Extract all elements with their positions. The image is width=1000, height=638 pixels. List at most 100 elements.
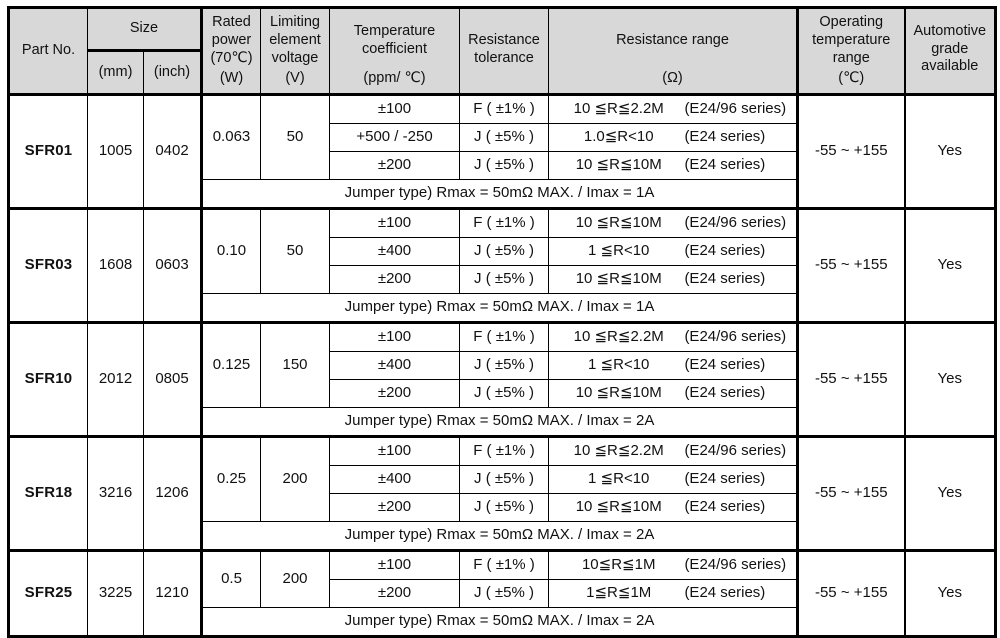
resistance-range-content: 10 ≦R≦2.2M (E24/96 series) [553,100,792,118]
resistance-range-cell: 1 ≦R<10 (E24 series) [548,237,799,266]
range-series: (E24 series) [684,498,766,516]
range-series: (E24/96 series) [684,328,787,346]
spec-row: +500 / -250 J ( ±5% ) 1.0≦R<10 (E24 series) [9,123,996,152]
rated-power-cell: 0.25 [200,435,261,522]
header-resistance-range-unit: (Ω) [662,70,683,87]
range-value: 1≦R≦1M [586,584,652,602]
header-automotive-label: Automotive grade available [913,22,987,75]
temp-coefficient-cell: ±100 [329,93,460,124]
range-value: 10 ≦R≦10M [575,498,662,516]
operating-temp-cell: -55 ~ +155 [796,435,905,551]
operating-temp-cell: -55 ~ +155 [796,321,905,437]
tolerance-cell: J ( ±5% ) [459,579,549,608]
range-value: 10≦R≦1M [581,556,656,574]
size-mm-cell: 1608 [87,207,144,323]
resistance-range-cell: 1.0≦R<10 (E24 series) [548,123,799,152]
resistance-range-content: 10 ≦R≦10M (E24/96 series) [553,214,792,232]
spec-row: ±400 J ( ±5% ) 1 ≦R<10 (E24 series) [9,465,996,494]
resistance-range-content: 10 ≦R≦2.2M (E24/96 series) [553,442,792,460]
datasheet-page: Part No. Size Rated power (70℃) (W) Limi… [7,6,997,638]
limiting-voltage-cell: 50 [260,207,330,294]
header-rated-power: Rated power (70℃) (W) [200,7,261,96]
header-limiting-voltage: Limiting element voltage (V) [260,7,330,96]
header-temp-coefficient: Temperature coefficient (ppm/ ℃) [329,7,460,96]
operating-temp-cell: -55 ~ +155 [796,549,905,637]
tolerance-cell: J ( ±5% ) [459,465,549,494]
jumper-row: Jumper type) Rmax = 50mΩ MAX. / Imax = 2… [9,407,996,437]
range-series: (E24/96 series) [684,214,787,232]
tolerance-cell: J ( ±5% ) [459,123,549,152]
part-no-cell: SFR18 [8,435,88,551]
table-body: SFR01 1005 0402 0.063 50 ±100 F ( ±1% ) 10 ≦R≦2… [8,93,996,637]
range-series: (E24 series) [684,384,766,402]
resistance-range-content: 10 ≦R≦10M (E24 series) [553,384,792,402]
size-mm-cell: 3216 [87,435,144,551]
resistance-range-cell: 10 ≦R≦2.2M (E24/96 series) [548,93,799,124]
rated-power-cell: 0.5 [200,549,261,608]
temp-coefficient-cell: ±400 [329,351,460,380]
resistance-range-cell: 10 ≦R≦10M (E24 series) [548,265,799,294]
resistance-range-content: 10 ≦R≦10M (E24 series) [553,498,792,516]
limiting-voltage-cell: 200 [260,549,330,608]
range-series: (E24/96 series) [684,556,787,574]
range-series: (E24 series) [684,128,766,146]
header-temp-coefficient-label: Temperature coefficient [353,22,436,57]
resistance-range-content: 1.0≦R<10 (E24 series) [553,128,792,146]
size-inch-cell: 0805 [143,321,203,437]
temp-coefficient-cell: ±200 [329,151,460,180]
operating-temp-cell: -55 ~ +155 [796,207,905,323]
range-value: 1 ≦R<10 [588,470,650,488]
spec-row: SFR25 3225 1210 0.5 200 ±100 F ( ±1% ) 10≦R≦1M (… [8,549,996,637]
jumper-type-cell: Jumper type) Rmax = 50mΩ MAX. / Imax = 2… [200,607,799,637]
jumper-row: Jumper type) Rmax = 50mΩ MAX. / Imax = 2… [9,521,996,551]
range-value: 10 ≦R≦10M [575,270,662,288]
jumper-type-cell: Jumper type) Rmax = 50mΩ MAX. / Imax = 1… [200,179,799,209]
tolerance-cell: F ( ±1% ) [459,321,549,352]
resistance-range-cell: 10≦R≦1M (E24/96 series) [548,549,799,580]
size-mm-cell: 1005 [87,93,144,209]
range-value: 10 ≦R≦10M [575,214,662,232]
tolerance-cell: J ( ±5% ) [459,151,549,180]
rated-power-cell: 0.10 [200,207,261,294]
range-series: (E24 series) [684,584,766,602]
header-size: Size [87,7,203,52]
part-no-cell: SFR10 [8,321,88,437]
spec-row: SFR18 3216 1206 0.25 200 ±100 F ( ±1% ) 10 ≦R≦2… [8,435,996,551]
limiting-voltage-cell: 50 [260,93,330,180]
temp-coefficient-cell: ±200 [329,379,460,408]
jumper-type-cell: Jumper type) Rmax = 50mΩ MAX. / Imax = 2… [200,407,799,437]
tolerance-cell: J ( ±5% ) [459,237,549,266]
resistance-range-content: 10 ≦R≦10M (E24 series) [553,270,792,288]
size-inch-cell: 1210 [143,549,203,637]
resistance-range-content: 1≦R≦1M (E24 series) [553,584,792,602]
header-automotive-unit [908,88,993,91]
range-series: (E24 series) [684,156,766,174]
resistance-range-cell: 10 ≦R≦2.2M (E24/96 series) [548,321,799,352]
resistance-range-cell: 10 ≦R≦2.2M (E24/96 series) [548,435,799,466]
resistance-range-cell: 1≦R≦1M (E24 series) [548,579,799,608]
tolerance-cell: J ( ±5% ) [459,351,549,380]
automotive-cell: Yes [903,207,996,323]
header-rated-power-label: Rated power (70℃) [210,14,253,66]
rated-power-cell: 0.063 [200,93,261,180]
range-series: (E24 series) [684,470,766,488]
size-inch-cell: 0603 [143,207,203,323]
limiting-voltage-cell: 150 [260,321,330,408]
range-value: 1 ≦R<10 [588,356,650,374]
limiting-voltage-cell: 200 [260,435,330,522]
temp-coefficient-cell: ±400 [329,465,460,494]
header-automotive: Automotive grade available [903,7,996,96]
resistance-range-content: 10≦R≦1M (E24/96 series) [553,556,792,574]
table-header: Part No. Size Rated power (70℃) (W) Limi… [8,7,996,96]
header-resistance-tolerance: Resistance tolerance [459,7,549,96]
header-operating-temp: Operating temperature range (℃) [796,7,905,96]
header-part-no: Part No. [8,7,88,96]
temp-coefficient-cell: ±200 [329,265,460,294]
header-size-mm: (mm) [87,50,144,96]
tolerance-cell: J ( ±5% ) [459,379,549,408]
range-value: 10 ≦R≦2.2M [573,442,664,460]
header-limiting-voltage-label: Limiting element voltage [269,14,321,66]
part-no-cell: SFR25 [8,549,88,637]
tolerance-cell: J ( ±5% ) [459,493,549,522]
automotive-cell: Yes [903,549,996,637]
